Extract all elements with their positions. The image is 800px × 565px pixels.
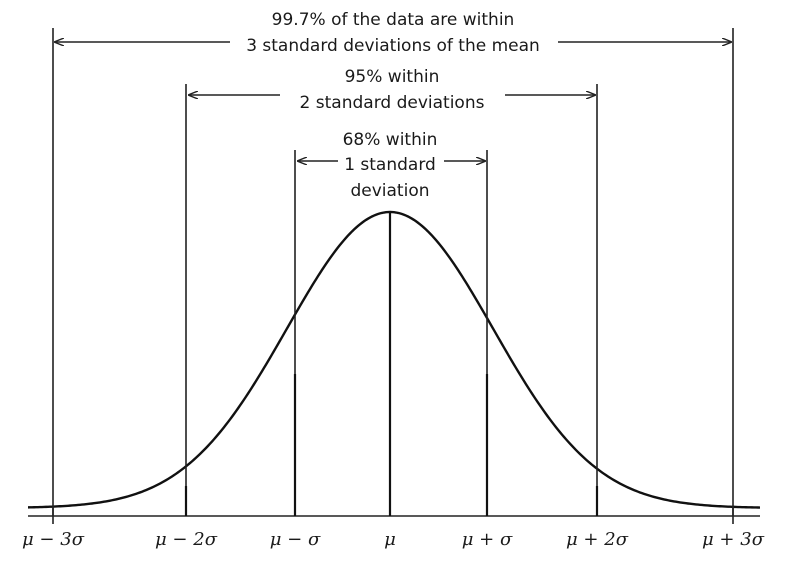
tick-label-minus-2sigma: μ − 2σ	[155, 529, 218, 550]
band-1sigma-line1: 68% within	[343, 130, 438, 150]
tick-label-mean: μ	[384, 529, 396, 550]
tick-label-minus-3sigma: μ − 3σ	[22, 529, 85, 550]
band-1sigma-line3: deviation	[350, 181, 429, 201]
tick-label-plus-1sigma: μ + σ	[462, 529, 513, 550]
band-2sigma-line2: 2 standard deviations	[300, 93, 485, 113]
tick-marks	[52, 507, 734, 524]
tick-label-plus-3sigma: μ + 3σ	[702, 529, 765, 550]
bell-curve	[27, 210, 761, 509]
tick-label-minus-1sigma: μ − σ	[270, 529, 321, 550]
tick-label-plus-2sigma: μ + 2σ	[566, 529, 629, 550]
band-2sigma-line1: 95% within	[345, 67, 440, 87]
band-3sigma-line2: 3 standard deviations of the mean	[246, 36, 540, 56]
band-1sigma-line2: 1 standard	[344, 155, 436, 175]
band-3sigma-line1: 99.7% of the data are within	[272, 10, 515, 30]
